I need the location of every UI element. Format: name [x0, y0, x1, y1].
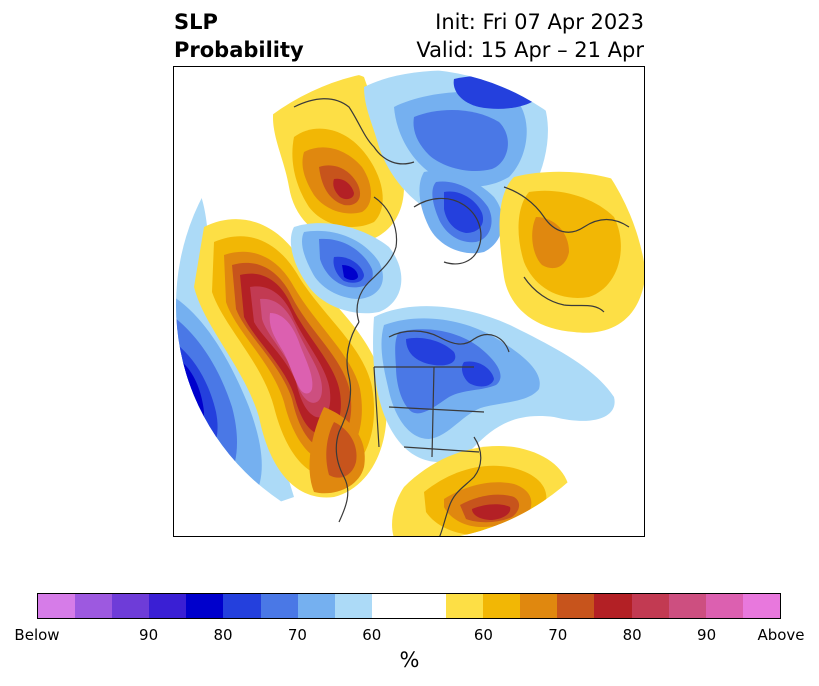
map-title: SLP Probability: [174, 8, 304, 64]
colorbar-segment: [38, 594, 76, 618]
western-na-above-region: [309, 407, 365, 494]
colorbar: [37, 593, 781, 619]
colorbar-segment: [112, 594, 150, 618]
colorbar-tick-label: 60: [473, 626, 493, 644]
colorbar-tick-label: 80: [213, 626, 233, 644]
colorbar-segment: [186, 594, 224, 618]
colorbar-segment: [631, 594, 669, 618]
arctic-below-region: [364, 70, 548, 254]
probability-map: [173, 66, 645, 537]
colorbar-tick-label: 90: [139, 626, 159, 644]
quantity-label: Probability: [174, 38, 304, 62]
variable-label: SLP: [174, 10, 218, 34]
colorbar-tick-label: 60: [362, 626, 382, 644]
colorbar-segment: [742, 594, 780, 618]
colorbar-segment: [297, 594, 335, 618]
coastlines: [293, 98, 630, 536]
atlantic-below-region: [290, 223, 402, 314]
colorbar-segment: [705, 594, 743, 618]
init-date: Init: Fri 07 Apr 2023: [435, 10, 644, 34]
colorbar-segment: [446, 594, 484, 618]
colorbar-segment: [408, 594, 447, 618]
map-canvas: [176, 69, 644, 536]
colorbar-segment: [668, 594, 706, 618]
colorbar-tick-label: Above: [757, 626, 805, 644]
colorbar-tick-label: 90: [697, 626, 717, 644]
colorbar-ticks: Below 90 80 70 60 60 70 80 90 Above: [14, 626, 804, 646]
colorbar-segment: [520, 594, 558, 618]
colorbar-tick-label: 70: [548, 626, 568, 644]
colorbar-segment: [557, 594, 595, 618]
colorbar-segment: [75, 594, 113, 618]
colorbar-segment: [371, 594, 409, 618]
colorbar-segment: [334, 594, 372, 618]
valid-range: Valid: 15 Apr – 21 Apr: [416, 38, 644, 62]
colorbar-segment: [594, 594, 632, 618]
eurasia-above-region: [499, 171, 644, 333]
colorbar-segment: [483, 594, 521, 618]
colorbar-segment: [149, 594, 187, 618]
colorbar-segment: [223, 594, 261, 618]
colorbar-segment: [260, 594, 298, 618]
colorbar-tick-label: Below: [14, 626, 60, 644]
colorbar-unit: %: [399, 648, 420, 672]
date-info: Init: Fri 07 Apr 2023 Valid: 15 Apr – 21…: [416, 8, 644, 64]
colorbar-tick-label: 70: [287, 626, 307, 644]
colorbar-tick-label: 80: [622, 626, 642, 644]
